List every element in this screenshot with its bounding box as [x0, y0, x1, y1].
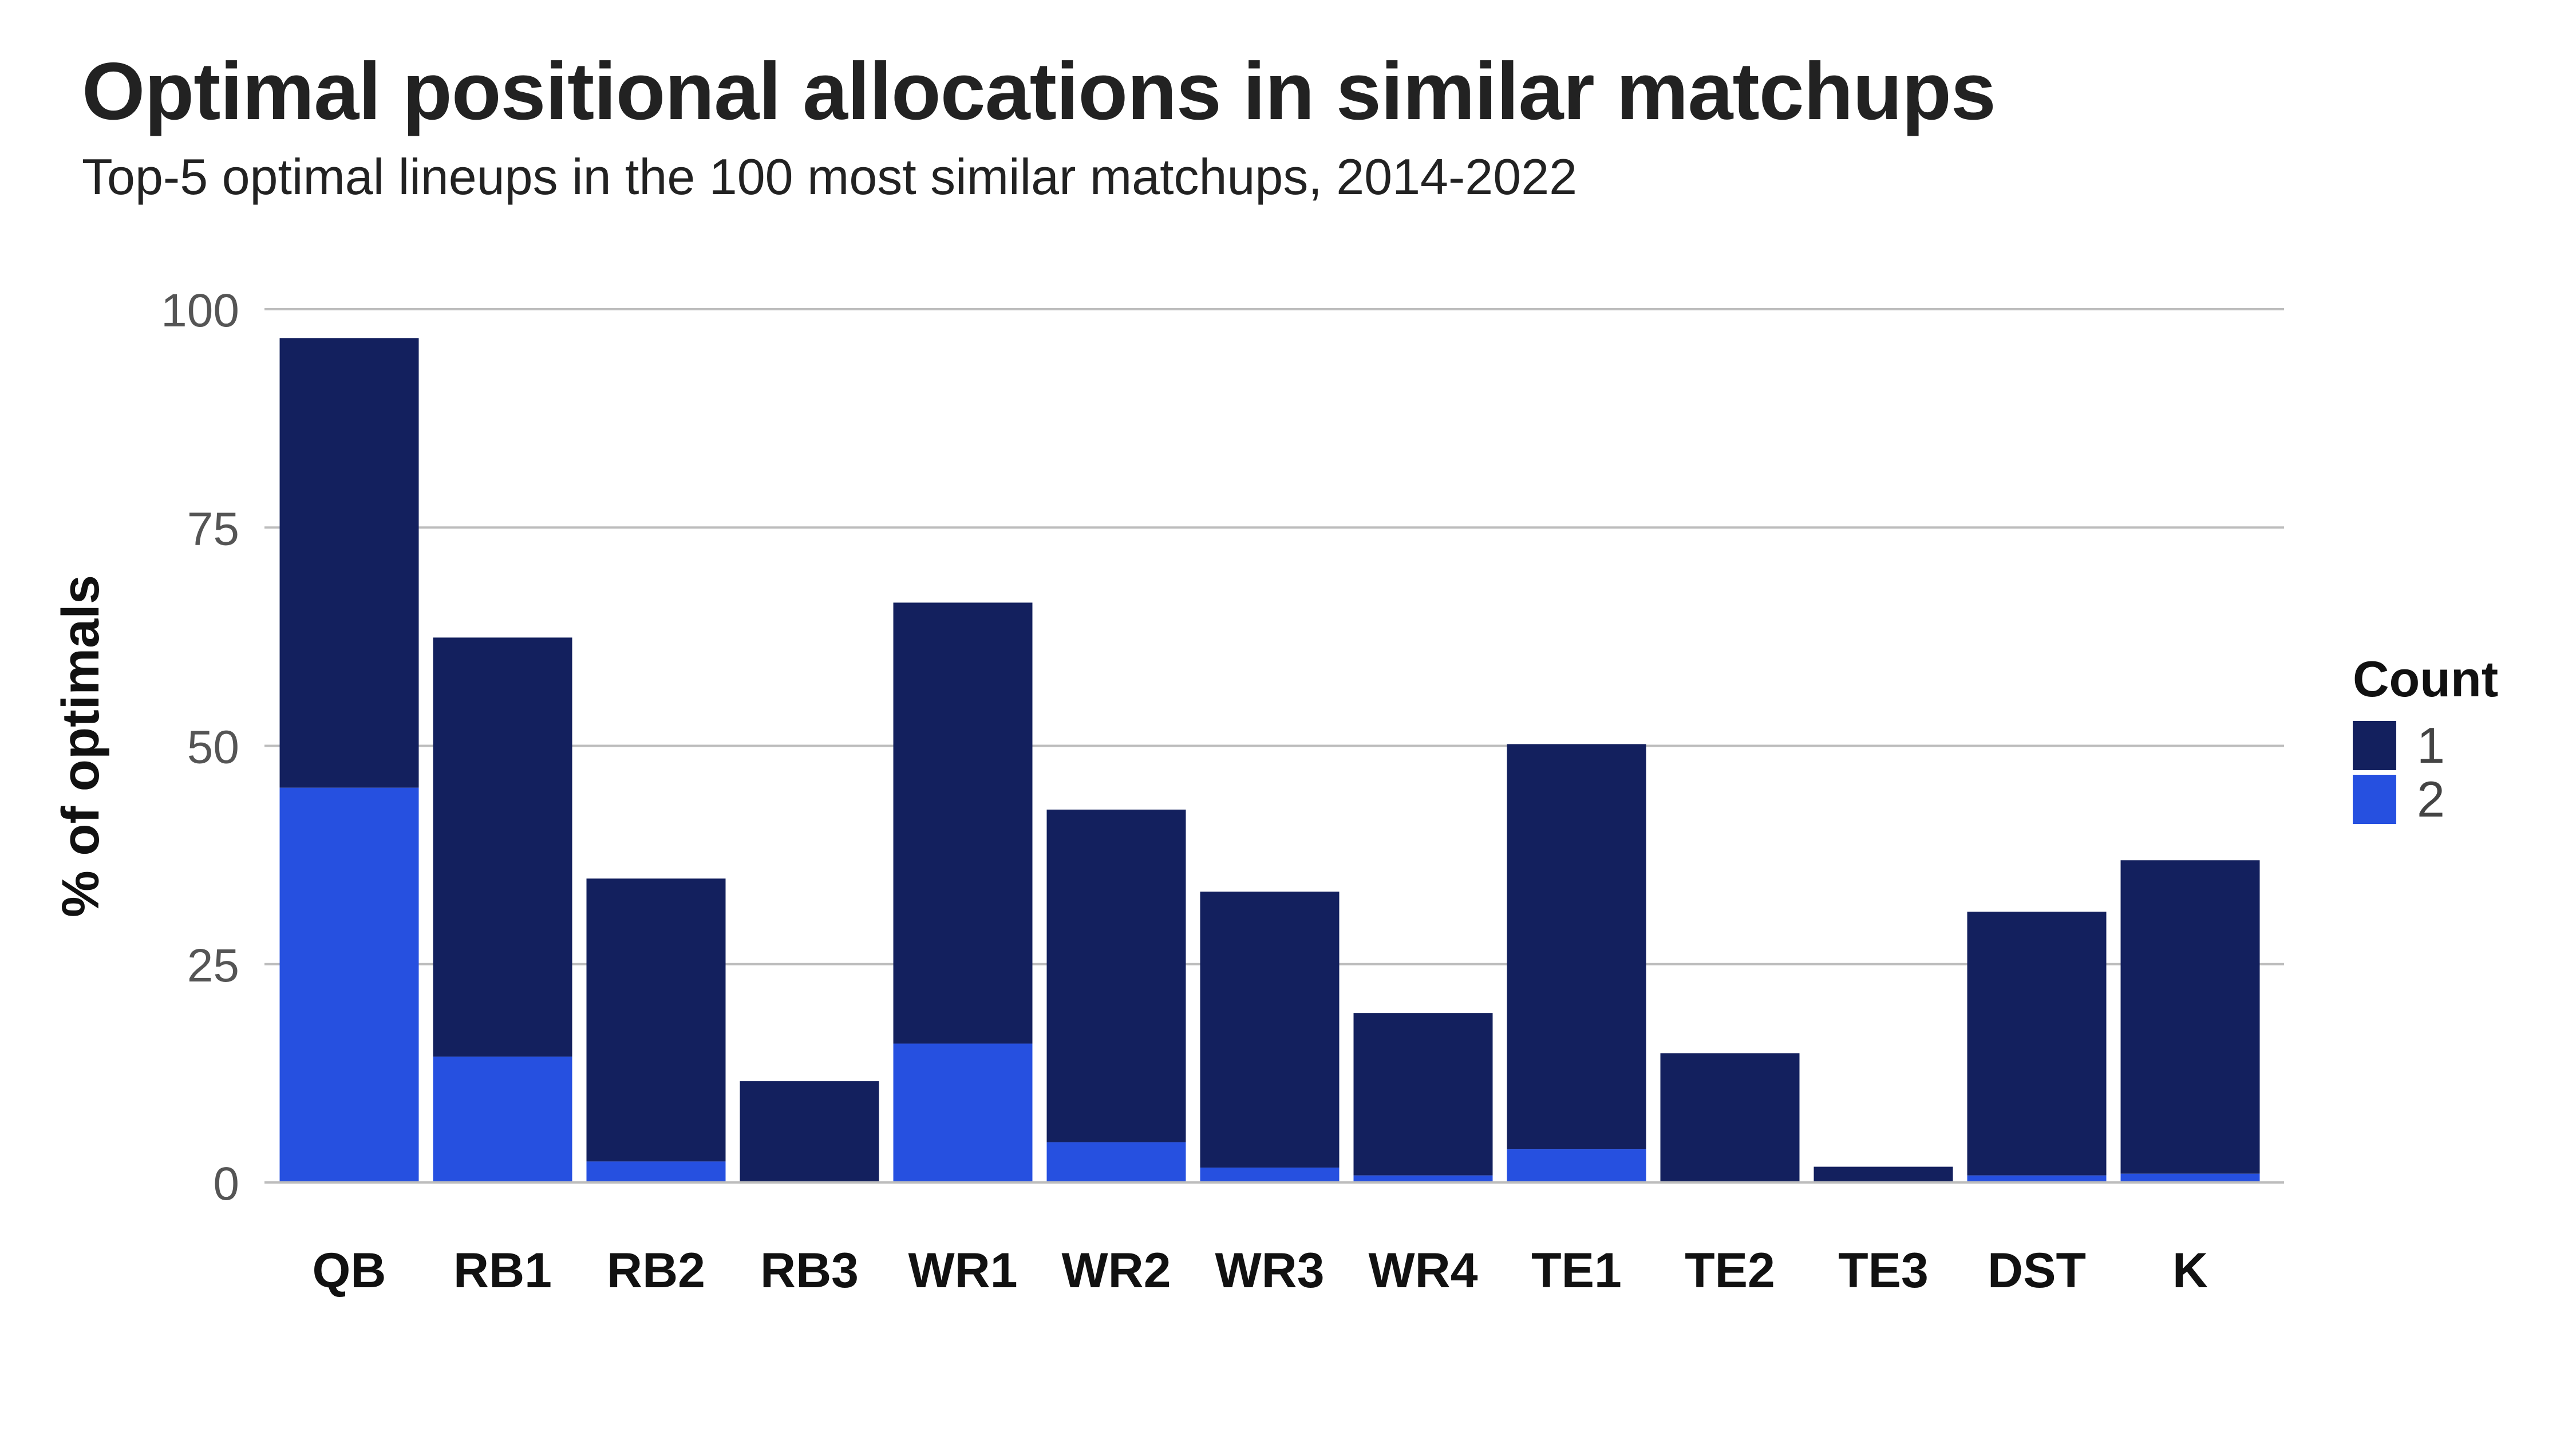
x-tick-label-RB2: RB2	[607, 1243, 705, 1298]
bar-TE1-count-2	[1507, 1149, 1646, 1182]
y-tick-label-0: 0	[213, 1158, 239, 1210]
x-tick-label-WR3: WR3	[1215, 1243, 1324, 1298]
x-tick-label-TE1: TE1	[1531, 1243, 1622, 1298]
legend-label-2: 2	[2417, 771, 2445, 827]
legend-label-1: 1	[2417, 717, 2445, 774]
bar-WR3-count-2	[1200, 1168, 1340, 1182]
bar-WR4-count-2	[1353, 1175, 1493, 1182]
bar-RB2-count-2	[586, 1161, 726, 1182]
y-tick-label-50: 50	[187, 722, 239, 774]
x-tick-label-WR4: WR4	[1368, 1243, 1477, 1298]
x-tick-labels: QB RB1 RB2 RB3 WR1 WR2 WR3 WR4 TE1 TE2 TE3 DST K	[313, 1243, 2208, 1298]
x-tick-label-TE2: TE2	[1685, 1243, 1775, 1298]
y-axis-label: % of optimals	[52, 575, 110, 917]
x-tick-label-QB: QB	[313, 1243, 386, 1298]
bar-TE3-count-1	[1814, 1166, 1953, 1182]
bar-QB-count-2	[279, 787, 419, 1182]
legend-item-1: 1	[2353, 717, 2498, 774]
x-tick-label-DST: DST	[1988, 1243, 2086, 1298]
bar-RB3-count-1	[740, 1081, 879, 1182]
bar-RB1-count-1	[433, 637, 572, 1057]
bar-WR1-count-1	[893, 602, 1033, 1044]
bars	[279, 338, 2260, 1182]
bar-RB2-count-1	[586, 878, 726, 1162]
chart-title: Optimal positional allocations in simila…	[82, 46, 1996, 137]
bar-QB-count-1	[279, 338, 419, 788]
bar-DST-count-2	[1967, 1175, 2107, 1182]
x-tick-label-TE3: TE3	[1838, 1243, 1929, 1298]
bar-WR3-count-1	[1200, 892, 1340, 1168]
bar-K-count-2	[2120, 1173, 2260, 1182]
bar-WR1-count-2	[893, 1043, 1033, 1182]
x-tick-label-RB1: RB1	[453, 1243, 552, 1298]
y-tick-label-100: 100	[161, 285, 239, 337]
bar-RB1-count-2	[433, 1056, 572, 1182]
bar-WR2-count-1	[1046, 809, 1186, 1142]
bar-WR4-count-1	[1353, 1013, 1493, 1176]
legend-swatch-1	[2353, 721, 2396, 770]
chart-subtitle: Top-5 optimal lineups in the 100 most si…	[82, 148, 1578, 205]
legend: Count 1 2	[2353, 650, 2499, 827]
bar-WR2-count-2	[1046, 1142, 1186, 1182]
bar-DST-count-1	[1967, 912, 2107, 1176]
x-tick-label-WR1: WR1	[908, 1243, 1017, 1298]
legend-item-2: 2	[2353, 771, 2498, 827]
x-tick-label-WR2: WR2	[1061, 1243, 1171, 1298]
y-tick-label-25: 25	[187, 940, 239, 992]
legend-swatch-2	[2353, 775, 2396, 824]
legend-title: Count	[2353, 650, 2499, 707]
x-tick-label-K: K	[2172, 1243, 2208, 1298]
y-tick-labels: 0 25 50 75 100	[161, 285, 239, 1210]
y-tick-label-75: 75	[187, 503, 239, 555]
bar-K-count-1	[2120, 860, 2260, 1174]
bar-TE1-count-1	[1507, 744, 1646, 1150]
bar-TE2-count-1	[1660, 1053, 1800, 1182]
x-tick-label-RB3: RB3	[760, 1243, 859, 1298]
